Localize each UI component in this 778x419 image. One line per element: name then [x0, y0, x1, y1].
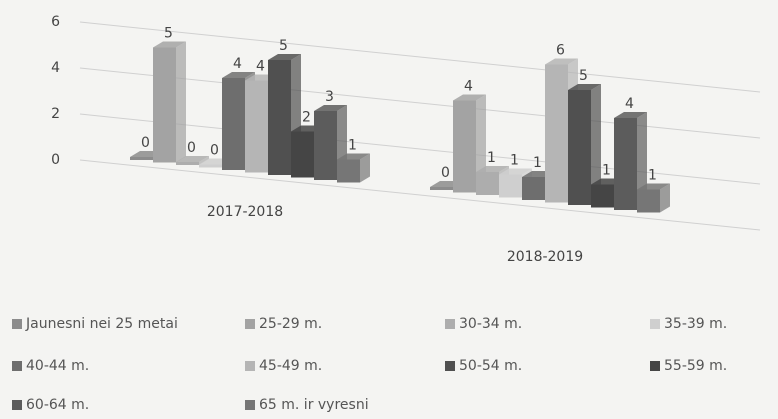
bar: [153, 47, 176, 163]
legend-swatch: [12, 400, 22, 410]
legend: Jaunesni nei 25 metai 25-29 m. 30-34 m. 35-…: [12, 316, 727, 413]
bar-top: [176, 156, 209, 162]
bar: [222, 78, 245, 170]
value-label: 1: [648, 168, 657, 184]
bar-top: [637, 183, 670, 190]
bar-side: [591, 84, 601, 205]
legend-label: 30-34 m.: [459, 316, 522, 332]
bar-top: [614, 112, 647, 118]
bar: [591, 184, 614, 208]
bar-top: [314, 105, 347, 111]
bar: [337, 159, 360, 183]
value-label: 5: [164, 26, 173, 42]
legend-swatch: [245, 319, 255, 329]
value-label: 1: [602, 163, 611, 179]
bar: [314, 111, 337, 180]
value-label: 5: [279, 38, 288, 54]
bar-side: [660, 183, 670, 213]
legend-swatch: [445, 319, 455, 329]
legend-swatch: [245, 361, 255, 371]
value-label: 1: [533, 155, 542, 171]
bar: [430, 187, 453, 190]
legend-swatch: [245, 400, 255, 410]
bar: [199, 164, 222, 168]
y-tick-label: 2: [51, 106, 60, 122]
value-label: 1: [348, 138, 357, 154]
bar: [291, 131, 314, 178]
legend-label: 60-64 m.: [26, 397, 89, 413]
bar: [568, 90, 591, 205]
y-tick-label: 4: [51, 60, 60, 76]
bar: [522, 177, 545, 200]
bar-top: [153, 41, 186, 48]
bar: [176, 162, 199, 165]
bar-side: [360, 153, 370, 183]
value-label: 0: [441, 165, 450, 181]
value-label: 4: [256, 59, 265, 75]
bar-top: [568, 84, 601, 90]
bar: [268, 60, 291, 175]
y-tick-label: 6: [51, 14, 60, 30]
legend-label: 55-59 m.: [664, 358, 727, 374]
bar: [637, 189, 660, 213]
value-label: 5: [579, 68, 588, 84]
legend-label: 35-39 m.: [664, 316, 727, 332]
bar-top: [545, 58, 578, 65]
bar-top: [453, 94, 486, 101]
legend-swatch: [12, 361, 22, 371]
bar-top: [268, 54, 301, 60]
legend-swatch: [650, 361, 660, 371]
value-label: 0: [141, 135, 150, 151]
grid-line: [79, 159, 761, 231]
bar-top: [499, 168, 532, 175]
bar: [130, 157, 153, 160]
x-tick-label: 2017-2018: [207, 204, 283, 220]
bar: [245, 80, 268, 173]
bar: [453, 100, 476, 193]
legend-label: 45-49 m.: [259, 358, 322, 374]
bar-side: [176, 41, 186, 163]
bar: [614, 118, 637, 210]
value-label: 0: [187, 140, 196, 156]
bar: [545, 64, 568, 203]
bar: [476, 172, 499, 195]
legend-label: Jaunesni nei 25 metai: [25, 316, 178, 332]
legend-swatch: [445, 361, 455, 371]
bar-side: [199, 156, 209, 165]
x-tick-label: 2018-2019: [507, 249, 583, 265]
legend-swatch: [650, 319, 660, 329]
bar-top: [337, 153, 370, 160]
value-label: 4: [464, 79, 473, 95]
bar: [499, 174, 522, 198]
value-label: 1: [487, 150, 496, 166]
bar-top: [476, 166, 509, 172]
legend-label: 65 m. ir vyresni: [259, 397, 369, 413]
legend-swatch: [12, 319, 22, 329]
value-label: 0: [210, 143, 219, 159]
y-tick-label: 0: [51, 152, 60, 168]
value-label: 6: [556, 43, 565, 59]
value-label: 4: [233, 56, 242, 72]
legend-label: 50-54 m.: [459, 358, 522, 374]
value-label: 2: [302, 110, 311, 126]
legend-label: 40-44 m.: [26, 358, 89, 374]
value-label: 1: [510, 153, 519, 169]
legend-label: 25-29 m.: [259, 316, 322, 332]
bar-top: [222, 72, 255, 78]
grid-line: [79, 21, 761, 93]
value-label: 3: [325, 89, 334, 105]
value-label: 4: [625, 96, 634, 112]
